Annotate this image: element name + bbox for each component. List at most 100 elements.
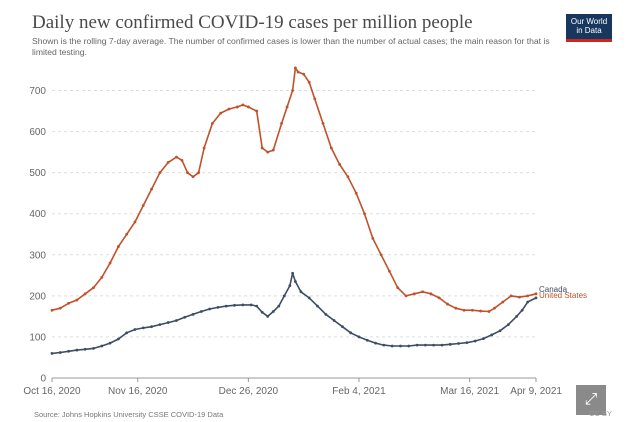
data-point[interactable]: [482, 337, 485, 340]
series-label-united-states[interactable]: United States: [539, 291, 587, 300]
data-point[interactable]: [501, 300, 505, 304]
data-point[interactable]: [388, 269, 391, 273]
data-point[interactable]: [186, 171, 189, 175]
data-point[interactable]: [288, 284, 292, 287]
data-point[interactable]: [399, 344, 402, 348]
data-point[interactable]: [302, 72, 306, 76]
data-point[interactable]: [191, 312, 195, 316]
data-point[interactable]: [100, 275, 104, 279]
data-point[interactable]: [454, 306, 458, 310]
data-point[interactable]: [224, 304, 228, 308]
data-point[interactable]: [282, 294, 286, 298]
data-point[interactable]: [158, 171, 162, 175]
data-point[interactable]: [299, 290, 303, 294]
data-point[interactable]: [421, 290, 425, 294]
data-point[interactable]: [498, 329, 502, 333]
data-point[interactable]: [246, 105, 250, 109]
data-point[interactable]: [241, 303, 245, 307]
series-line-canada[interactable]: [51, 272, 537, 355]
data-point[interactable]: [285, 105, 289, 109]
data-point[interactable]: [329, 146, 333, 150]
data-point[interactable]: [92, 286, 95, 290]
data-point[interactable]: [291, 89, 295, 92]
data-point[interactable]: [437, 296, 441, 300]
data-point[interactable]: [506, 323, 510, 327]
data-point[interactable]: [58, 306, 62, 310]
data-point[interactable]: [197, 171, 200, 175]
data-point[interactable]: [321, 121, 325, 125]
data-point[interactable]: [470, 308, 474, 312]
data-point[interactable]: [534, 296, 538, 300]
data-point[interactable]: [465, 341, 469, 345]
data-point[interactable]: [216, 305, 220, 309]
data-point[interactable]: [509, 294, 513, 298]
data-point[interactable]: [293, 66, 297, 70]
data-point[interactable]: [183, 315, 187, 319]
data-point[interactable]: [175, 319, 178, 322]
data-point[interactable]: [429, 292, 433, 296]
data-point[interactable]: [293, 280, 297, 283]
data-point[interactable]: [396, 286, 400, 290]
data-point[interactable]: [180, 158, 184, 162]
data-point[interactable]: [349, 331, 353, 335]
data-point[interactable]: [346, 175, 350, 179]
data-point[interactable]: [141, 204, 145, 207]
data-point[interactable]: [280, 121, 283, 125]
owid-logo[interactable]: Our World in Data: [566, 14, 612, 42]
data-point[interactable]: [199, 310, 203, 313]
data-point[interactable]: [235, 105, 239, 109]
data-point[interactable]: [316, 304, 319, 308]
license-label[interactable]: CC BY: [589, 409, 612, 418]
data-point[interactable]: [520, 308, 524, 312]
data-point[interactable]: [271, 310, 275, 313]
data-point[interactable]: [241, 103, 245, 107]
data-point[interactable]: [191, 175, 195, 179]
data-point[interactable]: [58, 351, 62, 354]
data-point[interactable]: [518, 295, 521, 299]
data-point[interactable]: [158, 323, 162, 327]
data-point[interactable]: [249, 303, 253, 307]
data-point[interactable]: [67, 349, 70, 353]
data-point[interactable]: [116, 245, 120, 248]
data-point[interactable]: [92, 347, 95, 350]
data-point[interactable]: [133, 328, 137, 331]
data-point[interactable]: [423, 343, 427, 347]
data-point[interactable]: [291, 271, 295, 275]
data-point[interactable]: [341, 325, 344, 329]
data-point[interactable]: [487, 310, 491, 313]
data-point[interactable]: [166, 161, 170, 164]
expand-icon[interactable]: ⤢: [576, 385, 606, 415]
data-point[interactable]: [332, 319, 336, 322]
data-point[interactable]: [125, 331, 129, 335]
data-point[interactable]: [357, 335, 361, 339]
data-point[interactable]: [260, 310, 264, 314]
data-point[interactable]: [374, 341, 377, 345]
data-point[interactable]: [208, 307, 212, 311]
data-point[interactable]: [404, 294, 408, 298]
data-point[interactable]: [211, 121, 214, 125]
data-point[interactable]: [166, 321, 170, 324]
data-point[interactable]: [448, 342, 452, 346]
data-point[interactable]: [307, 80, 311, 84]
data-point[interactable]: [260, 146, 264, 150]
data-point[interactable]: [526, 300, 530, 304]
data-point[interactable]: [412, 292, 416, 296]
data-point[interactable]: [100, 344, 104, 348]
data-point[interactable]: [83, 347, 87, 351]
data-point[interactable]: [108, 261, 112, 265]
data-point[interactable]: [365, 338, 369, 342]
series-label-canada[interactable]: Canada: [539, 285, 568, 294]
data-point[interactable]: [490, 333, 494, 337]
data-point[interactable]: [50, 308, 54, 312]
data-point[interactable]: [108, 341, 112, 345]
data-point[interactable]: [296, 70, 300, 74]
data-point[interactable]: [266, 315, 270, 318]
data-point[interactable]: [382, 343, 386, 347]
data-point[interactable]: [150, 187, 153, 191]
data-point[interactable]: [515, 315, 519, 318]
data-point[interactable]: [313, 97, 317, 101]
data-point[interactable]: [67, 301, 70, 305]
data-point[interactable]: [432, 343, 436, 347]
data-point[interactable]: [266, 150, 270, 154]
series-line-united-states[interactable]: [51, 67, 537, 313]
